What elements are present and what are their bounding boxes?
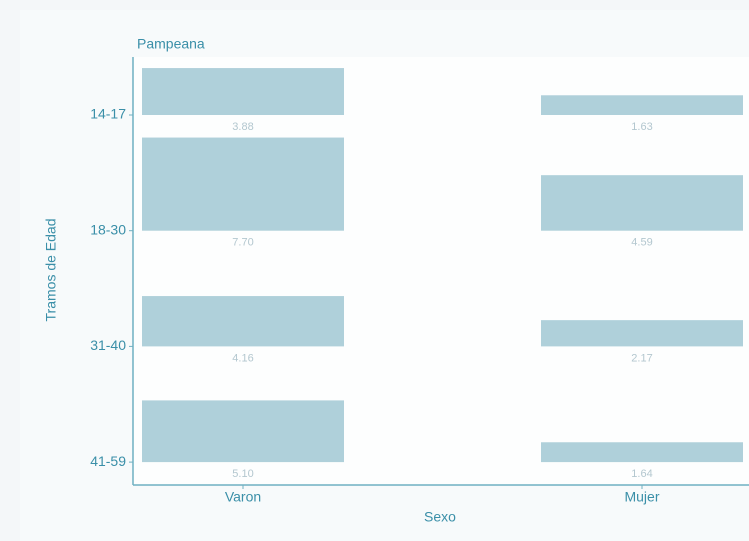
y-tick-label: 31-40 — [90, 337, 126, 353]
y-tick-label: 18-30 — [90, 221, 126, 237]
bar — [541, 442, 743, 463]
bar — [541, 95, 743, 115]
value-label: 7.70 — [232, 237, 253, 249]
bar — [142, 137, 344, 231]
x-tick-label: Mujer — [624, 489, 659, 505]
y-tick-label: 14-17 — [90, 106, 126, 122]
facet-title: Pampeana — [137, 36, 205, 52]
x-axis-title: Sexo — [424, 509, 456, 525]
bar — [541, 175, 743, 231]
value-label: 5.10 — [232, 468, 253, 480]
value-label: 4.16 — [232, 352, 253, 364]
bar — [541, 320, 743, 347]
bar — [142, 296, 344, 347]
bar — [142, 400, 344, 463]
value-label: 2.17 — [631, 352, 652, 364]
bar — [142, 68, 344, 115]
value-label: 1.63 — [631, 121, 652, 133]
value-label: 1.64 — [631, 468, 652, 480]
y-tick-label: 41-59 — [90, 453, 126, 469]
value-label: 4.59 — [631, 237, 652, 249]
value-label: 3.88 — [232, 121, 253, 133]
y-axis-title: Tramos de Edad — [43, 219, 59, 322]
x-tick-label: Varon — [225, 489, 261, 505]
